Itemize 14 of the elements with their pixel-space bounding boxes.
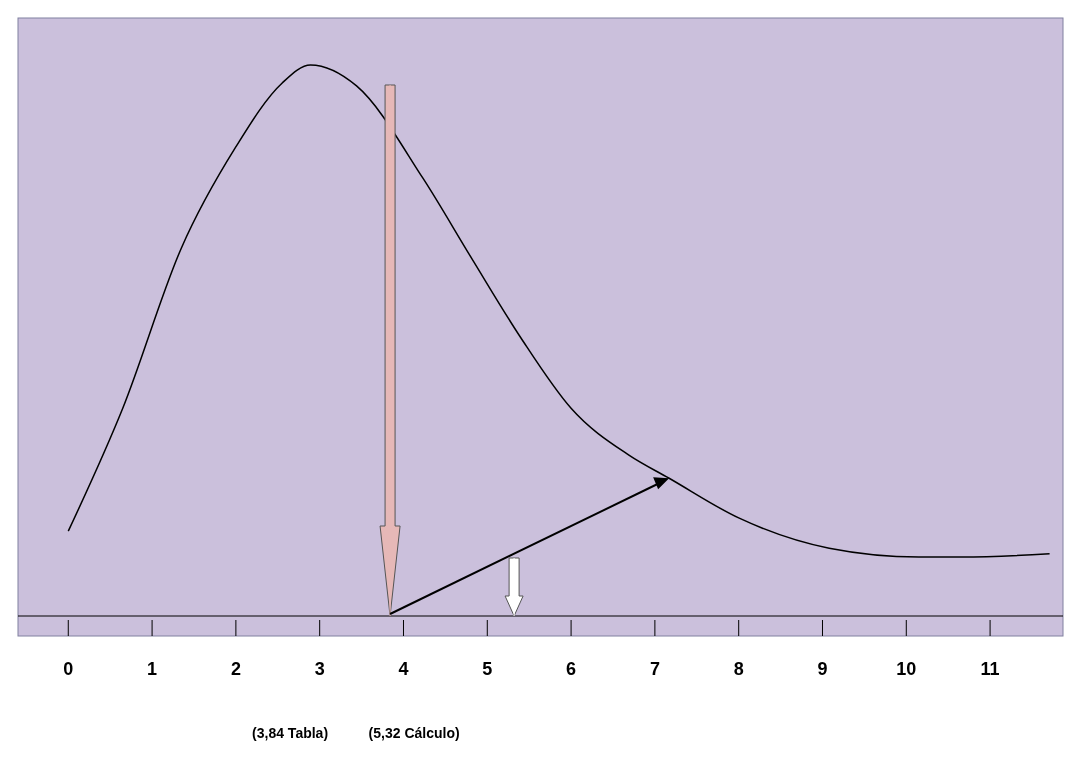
text: (3,84 Tabla) (252, 725, 329, 741)
x-tick-label: 3 (314, 659, 325, 679)
x-tick-label: 1 (147, 659, 158, 679)
x-tick-label: 2 (230, 659, 241, 679)
x-tick-label: 11 (980, 659, 1000, 679)
x-tick-label: 10 (896, 659, 917, 679)
x-tick-label: 6 (566, 659, 577, 679)
x-tick-label: 0 (63, 659, 74, 679)
x-tick-label: 8 (733, 659, 744, 679)
x-tick-label: 9 (817, 659, 828, 679)
text: (5,32 Cálculo) (368, 725, 460, 741)
x-tick-label: 5 (482, 659, 493, 679)
x-tick-label: 7 (649, 659, 660, 679)
x-tick-label: 4 (398, 659, 409, 679)
